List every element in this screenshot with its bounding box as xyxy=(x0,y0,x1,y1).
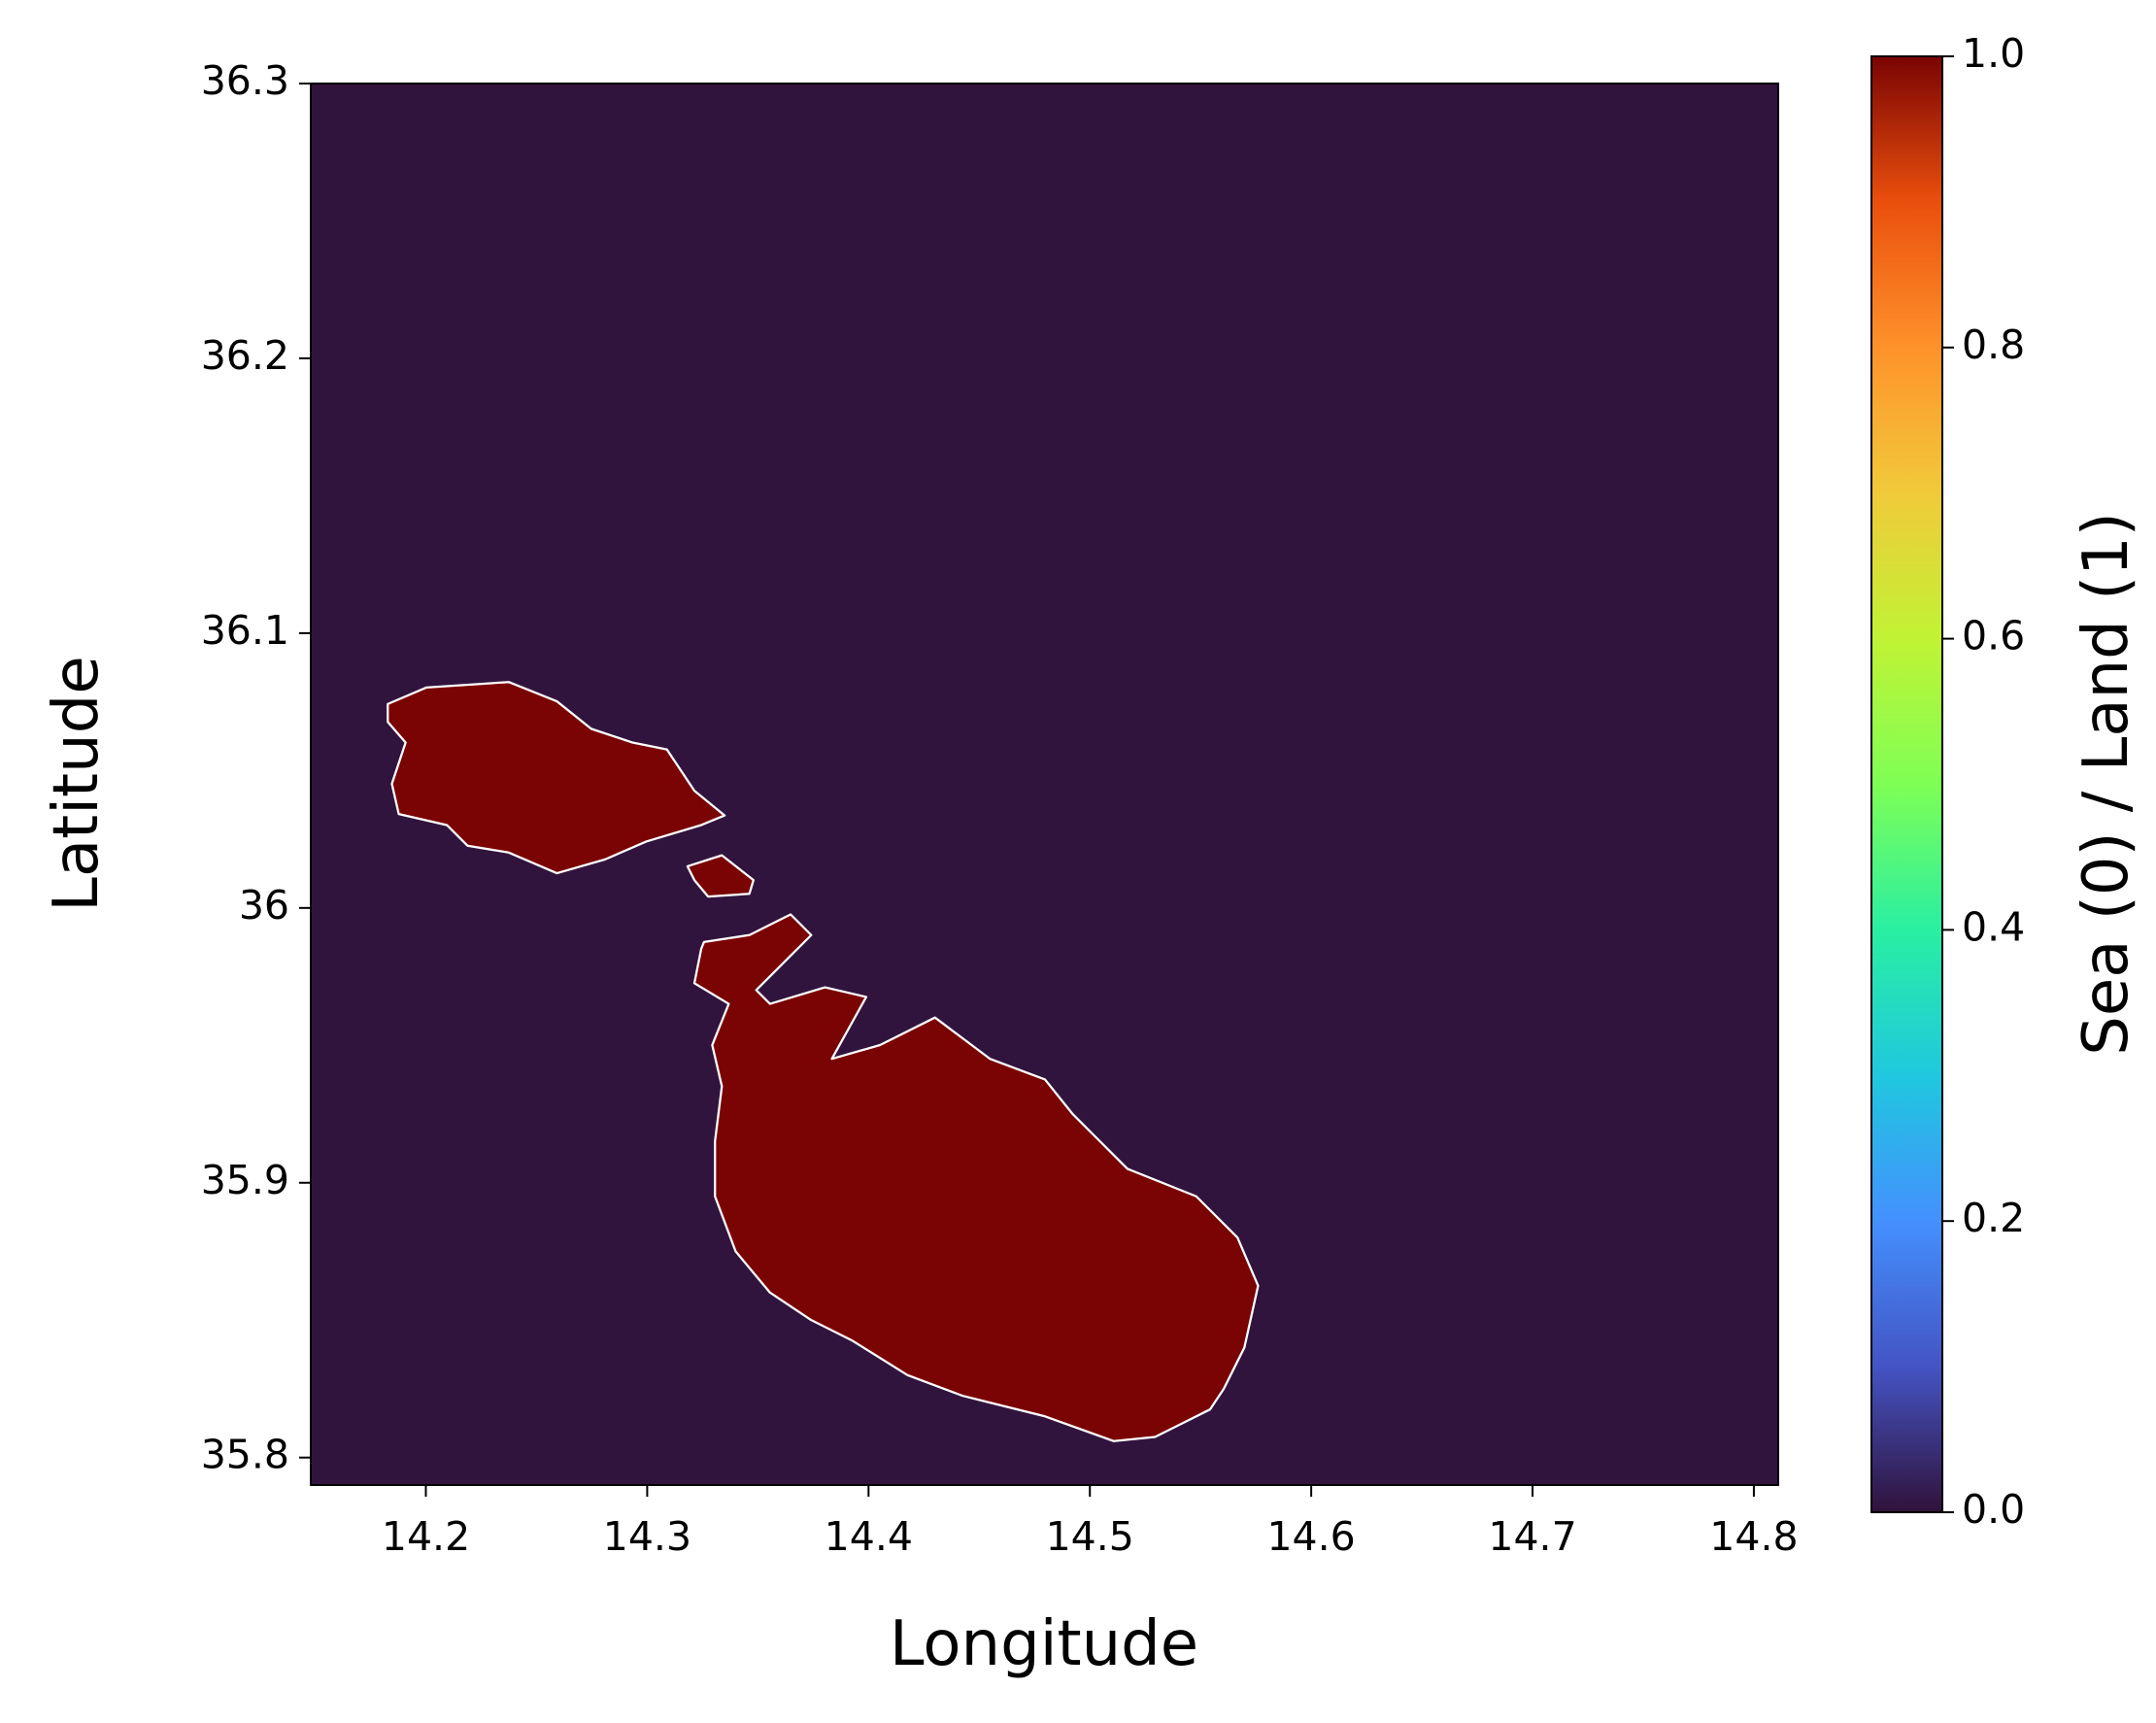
plot-frame xyxy=(310,83,1779,1486)
y-tick-label: 36.1 xyxy=(201,607,289,654)
colorbar-tick-label: 1.0 xyxy=(1962,30,2025,77)
x-tick-label: 14.4 xyxy=(825,1513,913,1560)
colorbar-tick-label: 0.6 xyxy=(1962,613,2025,659)
y-tick-label: 35.8 xyxy=(201,1432,289,1478)
x-tick-label: 14.8 xyxy=(1709,1513,1798,1560)
x-tick-label: 14.3 xyxy=(603,1513,691,1560)
x-tick-label: 14.6 xyxy=(1266,1513,1355,1560)
y-tick-label: 35.9 xyxy=(201,1157,289,1203)
x-tick-label: 14.5 xyxy=(1046,1513,1134,1560)
islands xyxy=(387,681,1260,1442)
y-tick-label: 36 xyxy=(239,882,289,929)
malta xyxy=(692,913,1260,1442)
colorbar-tick-label: 0.4 xyxy=(1962,903,2025,950)
y-tick-label: 36.3 xyxy=(201,57,289,104)
colorbar xyxy=(1870,55,1943,1513)
comino xyxy=(686,854,755,898)
colorbar-label: Sea (0) / Land (1) xyxy=(2071,512,2142,1056)
colorbar-tick-label: 0.0 xyxy=(1962,1486,2025,1533)
colorbar-tick-label: 0.2 xyxy=(1962,1195,2025,1241)
y-tick-label: 36.2 xyxy=(201,332,289,379)
gozo xyxy=(387,681,726,875)
y-axis-label: Latitude xyxy=(41,656,113,911)
colorbar-tick-label: 0.8 xyxy=(1962,321,2025,368)
x-axis-label: Longitude xyxy=(890,1608,1198,1680)
x-tick-label: 14.7 xyxy=(1488,1513,1576,1560)
x-tick-label: 14.2 xyxy=(382,1513,470,1560)
